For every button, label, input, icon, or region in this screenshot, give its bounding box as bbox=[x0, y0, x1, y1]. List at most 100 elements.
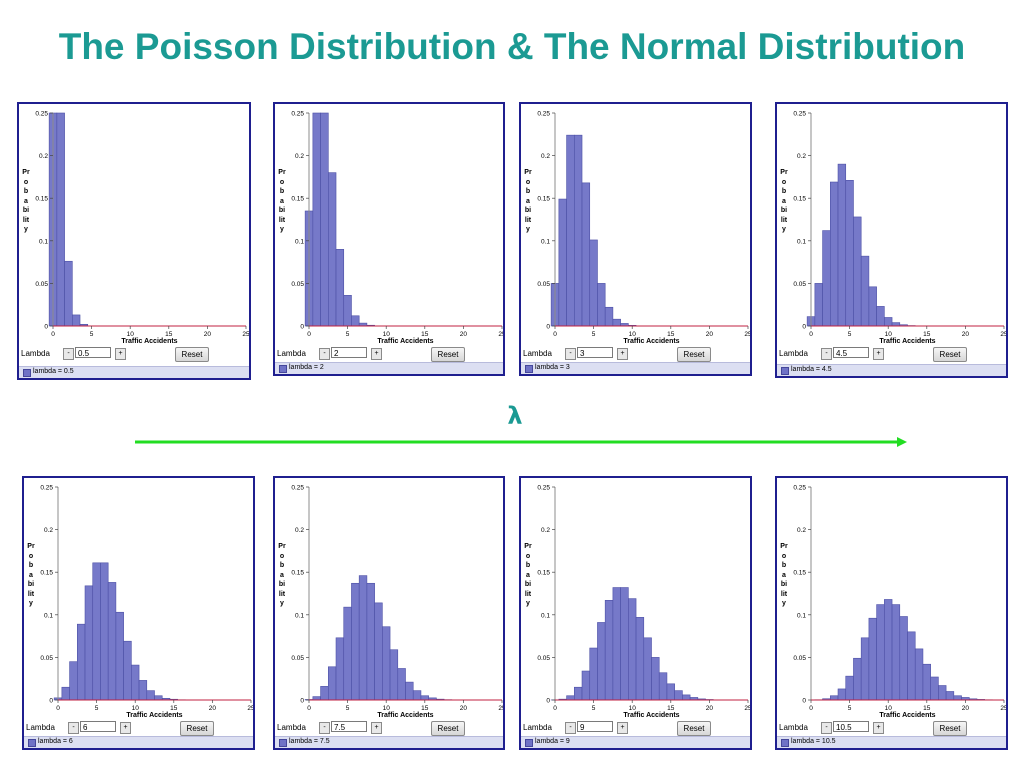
lambda-decrease-button[interactable]: - bbox=[821, 348, 832, 360]
x-tick-label: 0 bbox=[809, 331, 813, 338]
y-tick-label: 0.25 bbox=[793, 111, 806, 118]
reset-button[interactable]: Reset bbox=[933, 347, 967, 362]
reset-button[interactable]: Reset bbox=[431, 347, 465, 362]
lambda-input[interactable]: 2 bbox=[331, 347, 367, 358]
lambda-increase-button[interactable]: + bbox=[873, 722, 884, 734]
y-tick-label: 0.25 bbox=[291, 485, 304, 492]
histogram-bar bbox=[930, 676, 939, 701]
lambda-controls: Lambda -4.5 + Reset bbox=[779, 346, 1004, 364]
histogram-bar bbox=[92, 562, 101, 701]
y-tick-label: 0 bbox=[546, 698, 550, 705]
histogram-bar bbox=[589, 647, 598, 701]
lambda-increase-button[interactable]: + bbox=[617, 348, 628, 360]
histogram-bar bbox=[581, 182, 591, 327]
lambda-input[interactable]: 4.5 bbox=[833, 347, 869, 358]
y-tick-label: 0.05 bbox=[35, 281, 48, 288]
poisson-chart: 0 0.05 0.1 0.15 0.2 0.25 0 5 10 15 20 25 Traffic Acc… bbox=[291, 485, 503, 719]
chart-legend: lambda = 4.5 bbox=[777, 364, 1006, 376]
legend-swatch bbox=[279, 365, 287, 373]
x-tick-label: 0 bbox=[553, 705, 557, 712]
lambda-input[interactable]: 7.5 bbox=[331, 721, 367, 732]
lambda-decrease-button[interactable]: - bbox=[821, 722, 832, 734]
histogram-bar bbox=[651, 657, 660, 701]
lambda-label: Lambda bbox=[277, 349, 306, 358]
y-axis-title: Probability bbox=[524, 543, 532, 607]
lambda-label: Lambda bbox=[523, 349, 552, 358]
lambda-input[interactable]: 3 bbox=[577, 347, 613, 358]
histogram-bar bbox=[814, 283, 823, 327]
histogram-bar bbox=[853, 657, 862, 701]
lambda-label: Lambda bbox=[779, 349, 808, 358]
histogram-bar bbox=[628, 598, 637, 701]
x-tick-label: 20 bbox=[962, 331, 970, 338]
x-axis-title: Traffic Accidents bbox=[377, 712, 433, 718]
x-tick-label: 25 bbox=[498, 331, 503, 338]
lambda-input[interactable]: 10.5 bbox=[833, 721, 869, 732]
histogram-bar bbox=[573, 686, 583, 701]
lambda-decrease-button[interactable]: - bbox=[565, 722, 576, 734]
lambda-controls: Lambda -9 + Reset bbox=[523, 720, 748, 738]
lambda-input[interactable]: 6 bbox=[80, 721, 116, 732]
lambda-increase-button[interactable]: + bbox=[371, 348, 382, 360]
lambda-increase-button[interactable]: + bbox=[371, 722, 382, 734]
histogram-bar bbox=[876, 604, 885, 701]
lambda-increase-button[interactable]: + bbox=[617, 722, 628, 734]
lambda-input[interactable]: 0.5 bbox=[75, 347, 111, 358]
reset-button[interactable]: Reset bbox=[175, 347, 209, 362]
x-axis-title: Traffic Accidents bbox=[623, 712, 679, 718]
lambda-label: Lambda bbox=[277, 723, 306, 732]
histogram-bar bbox=[366, 582, 375, 701]
x-tick-label: 0 bbox=[307, 331, 311, 338]
y-tick-label: 0.1 bbox=[295, 238, 304, 245]
x-tick-label: 20 bbox=[706, 705, 714, 712]
lambda-decrease-button[interactable]: - bbox=[63, 348, 74, 360]
x-tick-label: 0 bbox=[51, 331, 55, 338]
lambda-controls: Lambda -3 + Reset bbox=[523, 346, 748, 364]
y-tick-label: 0.1 bbox=[39, 238, 48, 245]
x-axis-title: Traffic Accidents bbox=[377, 338, 433, 344]
lambda-decrease-button[interactable]: - bbox=[565, 348, 576, 360]
x-tick-label: 15 bbox=[421, 331, 429, 338]
y-tick-label: 0.25 bbox=[537, 485, 550, 492]
lambda-decrease-button[interactable]: - bbox=[319, 348, 330, 360]
lambda-decrease-button[interactable]: - bbox=[319, 722, 330, 734]
histogram-bar bbox=[320, 112, 329, 327]
histogram-bar bbox=[573, 134, 583, 327]
y-tick-label: 0.1 bbox=[797, 238, 806, 245]
x-tick-label: 10 bbox=[885, 331, 893, 338]
histogram-bar bbox=[351, 582, 360, 701]
poisson-applet-panel: 0 0.05 0.1 0.15 0.2 0.25 0 5 10 15 20 25 Traffic Acc… bbox=[273, 476, 505, 750]
lambda-label: Lambda bbox=[21, 349, 50, 358]
legend-label: lambda = 6 bbox=[38, 738, 73, 745]
chart-legend: lambda = 0.5 bbox=[19, 366, 249, 378]
y-tick-label: 0.2 bbox=[39, 153, 48, 160]
legend-swatch bbox=[28, 739, 36, 747]
x-tick-label: 10 bbox=[383, 705, 391, 712]
y-tick-label: 0.1 bbox=[541, 238, 550, 245]
lambda-increase-button[interactable]: + bbox=[873, 348, 884, 360]
legend-swatch bbox=[525, 365, 533, 373]
lambda-input[interactable]: 9 bbox=[577, 721, 613, 732]
histogram-bar bbox=[64, 260, 73, 327]
lambda-increase-button[interactable]: + bbox=[115, 348, 126, 360]
x-axis-title: Traffic Accidents bbox=[879, 338, 935, 344]
y-tick-label: 0.2 bbox=[44, 527, 53, 534]
reset-button[interactable]: Reset bbox=[933, 721, 967, 736]
x-tick-label: 0 bbox=[307, 705, 311, 712]
histogram-bar bbox=[945, 691, 955, 701]
histogram-bar bbox=[829, 181, 839, 327]
lambda-controls: Lambda -2 + Reset bbox=[277, 346, 501, 364]
y-tick-label: 0.05 bbox=[537, 655, 550, 662]
legend-swatch bbox=[781, 739, 789, 747]
lambda-decrease-button[interactable]: - bbox=[68, 722, 79, 734]
reset-button[interactable]: Reset bbox=[431, 721, 465, 736]
reset-button[interactable]: Reset bbox=[677, 721, 711, 736]
reset-button[interactable]: Reset bbox=[180, 721, 214, 736]
x-axis-title: Traffic Accidents bbox=[623, 338, 679, 344]
x-tick-label: 20 bbox=[706, 331, 714, 338]
poisson-applet-panel: 0 0.05 0.1 0.15 0.2 0.25 0 5 10 15 20 25 Traffic Acc… bbox=[775, 102, 1008, 378]
reset-button[interactable]: Reset bbox=[677, 347, 711, 362]
x-tick-label: 25 bbox=[242, 331, 249, 338]
lambda-increase-button[interactable]: + bbox=[120, 722, 131, 734]
lambda-label: Lambda bbox=[523, 723, 552, 732]
